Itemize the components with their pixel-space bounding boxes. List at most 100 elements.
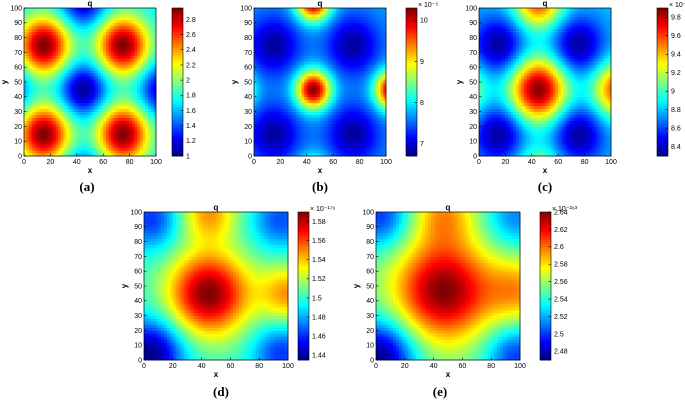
heatmap-cell <box>325 67 329 71</box>
heatmap-cell <box>153 99 157 104</box>
heatmap-cell <box>92 40 96 44</box>
heatmap-cell <box>375 153 379 157</box>
heatmap-cell <box>126 61 130 65</box>
heatmap-cell <box>261 22 265 27</box>
heatmap-cell <box>95 129 99 133</box>
heatmap-cell <box>298 138 302 142</box>
heatmap-cell <box>269 43 273 47</box>
heatmap-cell <box>121 150 125 154</box>
heatmap-cell <box>29 129 33 133</box>
heatmap-cell <box>312 13 316 18</box>
heatmap-cell <box>145 111 149 115</box>
heatmap-cell <box>267 40 271 44</box>
heatmap-cell <box>320 96 324 101</box>
heatmap-cell <box>45 144 49 148</box>
heatmap-cell <box>306 147 310 151</box>
x-tick-label: 60 <box>99 159 107 166</box>
heatmap-cell <box>97 19 101 24</box>
heatmap-cell <box>349 73 353 77</box>
heatmap-cell <box>39 40 43 44</box>
heatmap-cell <box>301 19 305 24</box>
heatmap-cell <box>349 52 353 56</box>
heatmap-cell <box>267 46 271 50</box>
heatmap-cell <box>380 93 384 98</box>
heatmap-cell <box>341 96 345 101</box>
heatmap-cell <box>84 153 88 157</box>
heatmap-cell <box>375 135 379 139</box>
heatmap-cell <box>150 105 154 110</box>
heatmap-cell <box>254 49 258 53</box>
heatmap-cell <box>84 82 88 86</box>
heatmap-cell <box>140 10 144 15</box>
heatmap-cell <box>367 111 371 115</box>
heatmap-cell <box>60 150 64 154</box>
heatmap-cell <box>275 126 279 130</box>
heatmap-cell <box>364 64 368 68</box>
heatmap-cell <box>63 52 67 56</box>
heatmap-cell <box>351 40 355 44</box>
heatmap-cell <box>378 76 382 80</box>
heatmap-cell <box>330 87 334 92</box>
heatmap-cell <box>55 82 59 86</box>
heatmap-cell <box>111 87 115 92</box>
heatmap-cell <box>90 102 94 107</box>
heatmap-cell <box>134 82 138 86</box>
heatmap-cell <box>330 25 334 30</box>
heatmap-cell <box>277 58 281 62</box>
heatmap-cell <box>290 90 294 95</box>
heatmap-cell <box>349 43 353 47</box>
heatmap-cell <box>383 25 387 30</box>
heatmap-cell <box>134 28 138 33</box>
heatmap-cell <box>53 141 57 145</box>
heatmap-cell <box>113 73 117 77</box>
heatmap-cell <box>121 96 125 101</box>
heatmap-cell <box>31 55 35 59</box>
heatmap-cell <box>312 117 316 121</box>
heatmap-cell <box>269 138 273 142</box>
heatmap-cell <box>111 28 115 33</box>
heatmap-cell <box>97 138 101 142</box>
heatmap-cell <box>90 37 94 41</box>
heatmap-cell <box>256 153 260 157</box>
heatmap-cell <box>74 55 78 59</box>
heatmap-cell <box>261 108 265 112</box>
heatmap-cell <box>58 99 62 104</box>
heatmap-cell <box>372 141 376 145</box>
heatmap-cell <box>325 147 329 151</box>
heatmap-cell <box>351 16 355 21</box>
heatmap-cell <box>288 144 292 148</box>
heatmap-cell <box>354 19 358 24</box>
heatmap-cell <box>153 135 157 139</box>
heatmap-cell <box>76 117 80 121</box>
heatmap-cell <box>150 153 154 157</box>
heatmap-cell <box>362 49 366 53</box>
heatmap-cell <box>39 58 43 62</box>
heatmap-cell <box>380 67 384 71</box>
heatmap-cell <box>351 135 355 139</box>
heatmap-cell <box>356 120 360 124</box>
heatmap-cell <box>325 16 329 21</box>
heatmap-cell <box>259 64 263 68</box>
heatmap-cell <box>68 28 72 33</box>
heatmap-cell <box>34 108 38 112</box>
heatmap-cell <box>39 93 43 98</box>
colorbar-segment <box>172 146 183 149</box>
heatmap-cell <box>320 61 324 65</box>
heatmap-cell <box>269 19 273 24</box>
heatmap-cell <box>132 34 136 38</box>
heatmap-cell <box>82 102 86 107</box>
heatmap-cell <box>314 34 318 38</box>
heatmap-cell <box>364 34 368 38</box>
heatmap-cell <box>322 58 326 62</box>
heatmap-cell <box>275 114 279 118</box>
heatmap-cell <box>105 31 109 36</box>
heatmap-cell <box>100 150 104 154</box>
heatmap-cell <box>325 132 329 136</box>
heatmap-cell <box>37 76 41 80</box>
heatmap-cell <box>320 126 324 130</box>
heatmap-cell <box>304 67 308 71</box>
colorbar-segment <box>172 136 183 140</box>
heatmap-cell <box>267 108 271 112</box>
heatmap-cell <box>370 25 374 30</box>
heatmap-cell <box>39 135 43 139</box>
